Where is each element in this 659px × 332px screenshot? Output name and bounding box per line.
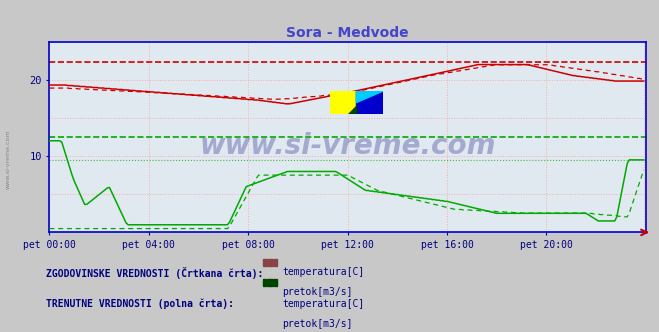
Text: www.si-vreme.com: www.si-vreme.com [6,129,11,189]
Bar [274,279,277,286]
Bar [270,259,273,266]
Text: ZGODOVINSKE VREDNOSTI (Črtkana črta):: ZGODOVINSKE VREDNOSTI (Črtkana črta): [46,267,264,279]
Bar [267,279,270,286]
Polygon shape [357,91,383,114]
Text: temperatura[C]: temperatura[C] [282,267,364,277]
Bar [263,279,266,286]
Polygon shape [330,91,357,114]
Text: www.si-vreme.com: www.si-vreme.com [200,132,496,160]
Title: Sora - Medvode: Sora - Medvode [286,26,409,40]
Bar [274,259,277,266]
Text: TRENUTNE VREDNOSTI (polna črta):: TRENUTNE VREDNOSTI (polna črta): [46,299,234,309]
Text: temperatura[C]: temperatura[C] [282,299,364,309]
Text: pretok[m3/s]: pretok[m3/s] [282,319,353,329]
Bar [270,279,273,286]
Polygon shape [357,91,383,103]
Bar [267,259,270,266]
Polygon shape [349,106,357,114]
Bar [263,259,266,266]
Text: pretok[m3/s]: pretok[m3/s] [282,287,353,297]
